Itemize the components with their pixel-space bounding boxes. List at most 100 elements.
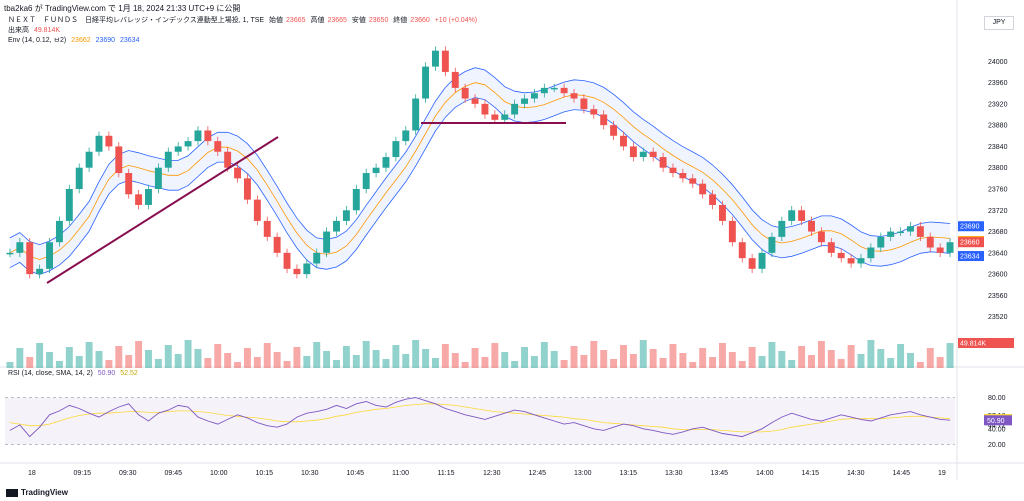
candle-body — [847, 258, 855, 264]
volume-bar — [718, 343, 726, 368]
volume-bar — [867, 340, 875, 368]
legend-volume: 出来高 49.814K — [8, 25, 63, 35]
candle-body — [352, 188, 360, 211]
low-label: 安値 — [351, 17, 366, 24]
time-tick-label: 10:00 — [210, 470, 228, 477]
volume-bar — [847, 345, 855, 368]
candle-body — [263, 220, 271, 237]
price-tick-label: 23960 — [988, 80, 1008, 87]
volume-bar — [877, 349, 885, 368]
volume-bar — [788, 360, 796, 368]
volume-bar — [709, 357, 717, 368]
volume-bar — [333, 360, 340, 368]
open-value: 23665 — [286, 17, 306, 24]
candle-body — [877, 236, 885, 248]
candle-body — [16, 242, 24, 253]
time-tick-label: 14:15 — [802, 470, 820, 477]
volume-label[interactable]: 出来高 — [8, 27, 29, 34]
volume-bar — [897, 344, 905, 368]
volume-bar — [323, 351, 331, 368]
volume-bar — [352, 355, 360, 368]
candle-body — [788, 210, 796, 221]
volume-bar — [263, 343, 271, 368]
volume-bar — [758, 356, 766, 368]
candle-body — [95, 135, 103, 152]
env-upper-value: 23690 — [95, 37, 116, 44]
volume-bar — [827, 350, 835, 368]
volume-bar — [145, 350, 152, 368]
volume-bar — [303, 356, 311, 368]
volume-bar — [362, 341, 370, 368]
volume-bar — [837, 359, 845, 368]
time-tick-label: 18 — [28, 470, 36, 477]
publisher-line: tba2ka6 が TradingView.com で 1月 18, 2024 … — [4, 4, 241, 13]
volume-bar — [253, 357, 261, 368]
volume-bar — [214, 344, 222, 368]
volume-bar — [570, 346, 578, 368]
drawn-trendline-rising[interactable] — [46, 136, 279, 284]
candle-body — [125, 173, 133, 195]
volume-bar — [46, 352, 53, 368]
volume-bar — [728, 352, 736, 368]
volume-bar — [936, 357, 944, 368]
candle-body — [303, 263, 311, 275]
volume-bar — [471, 348, 479, 368]
volume-bar — [16, 348, 24, 368]
volume-bar — [907, 353, 914, 368]
volume-bar — [224, 353, 232, 368]
legend-main: ＮＥＸＴ ＦＵＮＤＳ 日経平均レバレッジ・インデックス連動型上場投, 1, TS… — [8, 15, 480, 25]
high-label: 高値 — [310, 17, 325, 24]
candle-body — [164, 151, 172, 168]
volume-bar — [659, 358, 667, 368]
time-tick-label: 10:30 — [301, 470, 319, 477]
candle-body — [481, 103, 489, 115]
volume-bar — [580, 355, 588, 368]
symbol-name[interactable]: ＮＥＸＴ ＦＵＮＤＳ 日経平均レバレッジ・インデックス連動型上場投, 1, TS… — [8, 17, 265, 24]
volume-bar — [293, 347, 301, 368]
legend-rsi: RSI (14, close, SMA, 14, 2) 50.90 52.52 — [8, 370, 141, 377]
volume-bar — [501, 352, 509, 368]
rsi-tick-label: 40.00 — [988, 426, 1006, 433]
volume-bar — [154, 359, 162, 368]
volume-bar — [283, 361, 291, 368]
volume-bar — [75, 356, 83, 368]
candle-body — [432, 50, 439, 67]
volume-bar — [164, 345, 172, 368]
rsi-label[interactable]: RSI (14, close, SMA, 14, 2) — [8, 370, 93, 377]
candle-body — [768, 236, 776, 253]
price-tag-box — [958, 221, 984, 232]
volume-bar — [234, 362, 242, 368]
high-value: 23665 — [327, 17, 347, 24]
time-tick-label: 13:15 — [620, 470, 638, 477]
candle-body — [184, 141, 192, 147]
candle-body — [926, 236, 934, 248]
candle-body — [174, 146, 182, 152]
rsi-tag-label: 50.90 — [987, 418, 1005, 425]
candle-body — [610, 125, 618, 136]
time-tick-label: 11:15 — [438, 470, 455, 477]
candle-body — [26, 242, 34, 275]
price-tag-label: 23634 — [960, 254, 980, 261]
volume-bar — [412, 340, 420, 368]
candle-body — [620, 135, 627, 147]
candle-body — [916, 226, 924, 237]
candle-body — [273, 236, 281, 253]
candle-body — [441, 50, 449, 72]
price-tick-label: 23920 — [988, 101, 1008, 108]
candle-body — [857, 258, 865, 264]
candle-body — [65, 188, 73, 221]
volume-bar — [174, 354, 182, 368]
time-tick-label: 09:30 — [119, 470, 137, 477]
time-tick-label: 13:45 — [711, 470, 729, 477]
candle-body — [451, 71, 459, 88]
env-label[interactable]: Env (14, 0.12, ㅂ2) — [8, 37, 67, 44]
currency-button[interactable]: JPY — [984, 16, 1014, 30]
candle-body — [313, 252, 321, 264]
candle-body — [154, 167, 162, 189]
candle-body — [293, 268, 301, 275]
volume-bar — [125, 355, 133, 368]
candle-body — [36, 268, 44, 275]
candle-body — [639, 151, 647, 158]
time-tick-label: 09:45 — [165, 470, 183, 477]
